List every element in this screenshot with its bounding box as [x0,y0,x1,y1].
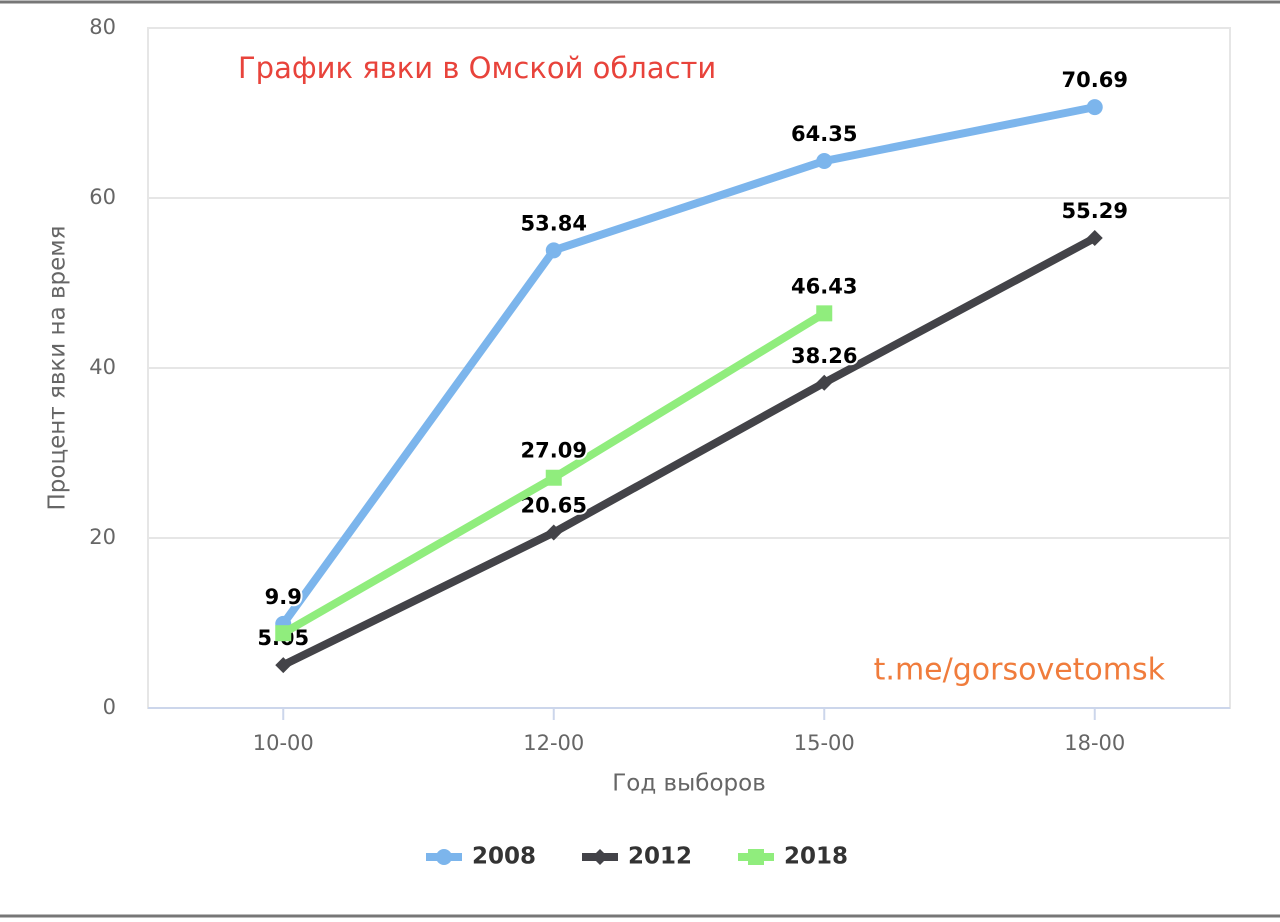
x-tick-label: 10-00 [253,731,314,755]
legend-label: 2012 [628,844,692,870]
data-label: 27.09 [521,439,587,463]
watermark: t.me/gorsovetomsk [874,653,1166,688]
x-tick-label: 18-00 [1064,731,1125,755]
point [748,849,764,865]
data-label: 9.9 [265,585,302,609]
data-label: 70.69 [1062,68,1128,92]
data-label: 64.35 [791,122,857,146]
x-tick-label: 12-00 [523,731,584,755]
point [545,524,562,541]
point [816,374,833,391]
legend-label: 2008 [472,844,536,870]
point [545,242,562,259]
point [1086,99,1103,116]
y-tick-label: 0 [103,695,116,719]
series-line [281,234,1097,669]
y-tick-label: 40 [89,355,116,379]
x-axis-title: Год выборов [612,771,766,797]
y-tick-label: 60 [89,185,116,209]
y-tick-label: 20 [89,525,116,549]
y-tick-label: 80 [89,15,116,39]
data-label: 38.26 [791,344,857,368]
y-axis-title: Процент явки на время [45,226,71,511]
point [275,657,292,674]
data-label: 55.29 [1062,199,1128,223]
series-line [280,103,1096,627]
point [816,153,833,170]
point [436,849,452,865]
point [275,625,292,642]
legend-label: 2018 [784,844,848,870]
data-label: 53.84 [521,211,587,235]
point [816,305,833,322]
x-tick-label: 15-00 [794,731,855,755]
data-label: 20.65 [521,493,587,517]
point [545,469,562,486]
point [1086,230,1103,247]
data-label: 46.43 [791,274,857,298]
point [592,849,608,865]
chart-title: График явки в Омской области [238,51,716,85]
